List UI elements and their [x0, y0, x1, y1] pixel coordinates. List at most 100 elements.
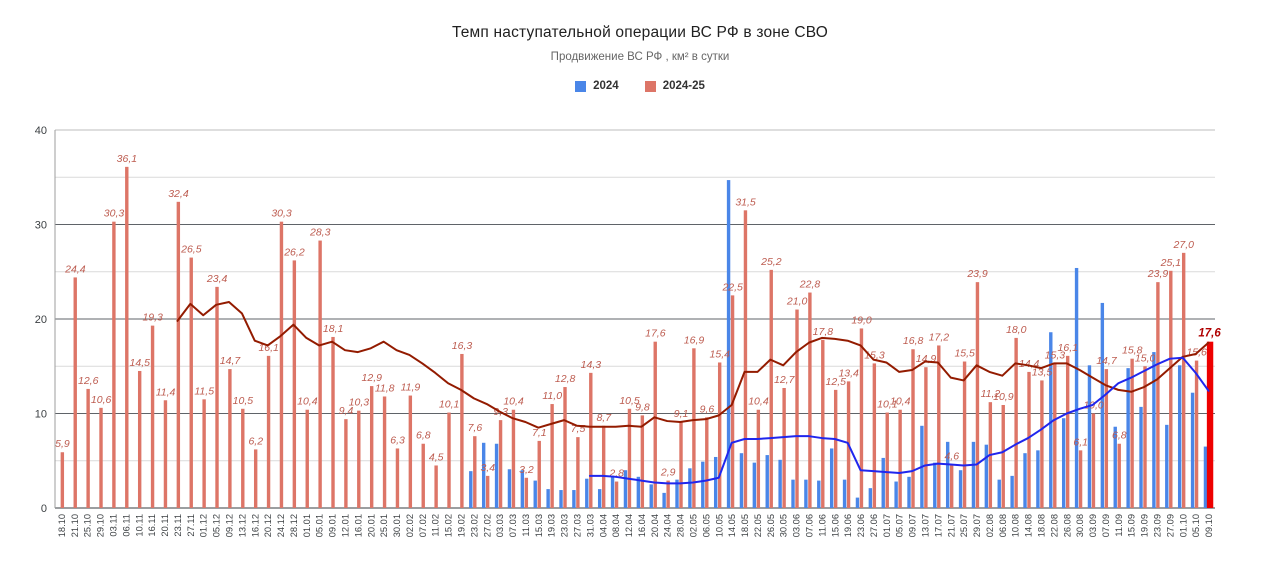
bar-label: 12,8 [555, 373, 576, 385]
bar-label: 10,6 [91, 394, 112, 406]
bar-2024 [469, 471, 473, 508]
x-tick-label: 07.06 [805, 514, 815, 537]
bar-label: 15,0 [1135, 352, 1156, 364]
bar-label: 5,9 [55, 438, 70, 450]
x-tick-label: 18.08 [1037, 514, 1047, 537]
bar-label: 6,1 [1073, 436, 1088, 448]
bar-2024 [1049, 332, 1053, 508]
x-tick-label: 09.07 [908, 514, 918, 537]
x-tick-label: 31.03 [585, 514, 595, 537]
bar-2024 [636, 476, 641, 508]
x-tick-label: 07.03 [508, 514, 518, 537]
x-tick-label: 27.06 [869, 514, 879, 537]
bar-2024 [623, 470, 628, 508]
bar-2024-25 [962, 361, 967, 508]
bar-2024-25 [369, 386, 374, 508]
bar-2024 [817, 480, 821, 508]
x-tick-label: 03.06 [792, 514, 802, 537]
bar-label: 10,5 [619, 395, 640, 407]
bar-2024-25 [1194, 360, 1199, 508]
bar-2024 [971, 441, 976, 508]
bar-label: 16,3 [452, 340, 473, 352]
bar-2024 [868, 488, 873, 508]
bar-label: 23,9 [966, 268, 988, 280]
legend-label-2024: 2024 [593, 80, 619, 92]
bar-2024-25 [975, 282, 980, 508]
bar-label: 36,1 [117, 153, 137, 165]
bar-label: 12,9 [362, 372, 383, 384]
bar-label: 4,5 [429, 451, 444, 463]
bar-2024 [1126, 368, 1130, 508]
bar-2024 [1190, 392, 1195, 508]
bar-2024-25 [833, 389, 838, 508]
chart-legend: 2024 2024-25 [0, 80, 1280, 92]
bar-2024 [507, 469, 512, 508]
x-tick-label: 02.08 [985, 514, 995, 537]
x-tick-label: 03.11 [109, 514, 119, 537]
bar-label: 11,8 [375, 382, 395, 394]
bar-2024 [546, 489, 550, 508]
bar-2024-25 [99, 407, 103, 508]
bar-2024-25 [692, 348, 696, 508]
bar-label: 25,1 [1160, 257, 1181, 269]
bar-2024-25 [1130, 358, 1134, 508]
bar-2024-25 [601, 425, 606, 508]
bar-label: 22,5 [721, 281, 743, 293]
bar-label: 10,5 [233, 395, 254, 407]
x-tick-label: 13.07 [921, 514, 931, 537]
bar-label: 15,3 [864, 349, 885, 361]
x-tick-label: 10.05 [714, 514, 724, 537]
bar-label: 28,3 [309, 227, 331, 239]
bar-2024-25 [705, 417, 709, 508]
bar-label: 10,4 [890, 396, 911, 408]
legend-swatch-2024-icon [575, 80, 587, 92]
bar-2024-25 [550, 404, 554, 508]
bar-2024 [1139, 406, 1143, 508]
bar-label: 8,7 [596, 412, 612, 424]
bar-2024-25 [382, 396, 387, 508]
bar-2024-25 [202, 399, 206, 508]
bar-2024 [842, 479, 847, 508]
bar-2024 [610, 475, 615, 508]
bar-2024-25 [589, 372, 593, 508]
legend-item-2024-25[interactable]: 2024-25 [644, 80, 705, 92]
bar-2024 [829, 448, 834, 508]
x-tick-label: 12.04 [624, 514, 634, 537]
x-tick-label: 17.07 [933, 514, 943, 537]
bar-2024-25 [872, 363, 877, 508]
x-tick-label: 19.02 [457, 514, 467, 537]
bar-2024-25 [176, 201, 181, 508]
x-tick-label: 05.10 [1191, 514, 1201, 537]
bar-2024-25 [150, 325, 155, 508]
x-tick-label: 05.12 [212, 514, 222, 537]
bar-label: 6,8 [1112, 430, 1127, 442]
legend-item-2024[interactable]: 2024 [575, 80, 619, 92]
y-tick-label: 30 [35, 220, 47, 232]
bar-2024 [945, 441, 950, 508]
x-tick-label: 16.04 [637, 514, 647, 537]
bar-2024-25 [743, 210, 748, 508]
bar-2024-25 [782, 387, 786, 508]
bar-2024-25 [924, 367, 928, 508]
bar-2024-25 [1117, 443, 1121, 508]
bar-label: 10,0 [1083, 400, 1104, 412]
x-tick-label: 04.04 [598, 514, 608, 537]
bar-2024-25 [395, 448, 400, 508]
bar-2024-25 [859, 328, 864, 508]
bar-2024-25 [485, 475, 490, 508]
bar-label: 10,4 [297, 396, 318, 408]
bar-2024-25 [949, 464, 954, 508]
bar-label: 7,1 [532, 427, 547, 439]
bar-label: 17,8 [813, 326, 834, 338]
bar-label: 14,7 [220, 355, 242, 367]
bar-2024 [494, 443, 499, 508]
bar-label: 12,7 [774, 374, 796, 386]
bar-2024 [688, 468, 692, 508]
x-tick-label: 15.06 [830, 514, 840, 537]
bar-label: 9,1 [674, 408, 689, 420]
bar-2024 [1165, 424, 1169, 508]
bar-2024-25 [331, 336, 335, 508]
x-tick-label: 20.12 [263, 514, 273, 537]
x-tick-label: 23.02 [469, 514, 479, 537]
